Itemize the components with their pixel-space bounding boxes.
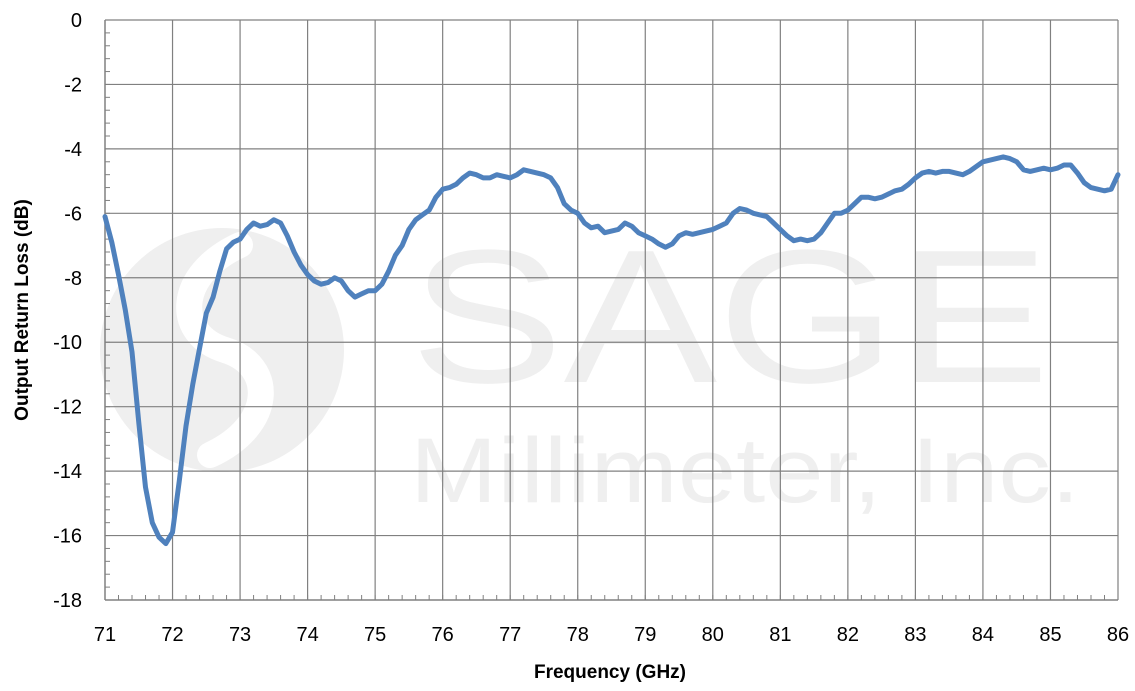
y-tick-label: -2 (64, 74, 82, 96)
x-tick-label: 73 (229, 624, 251, 646)
x-tick-label: 85 (1039, 624, 1061, 646)
x-axis-tick-labels: 71 72 73 74 75 76 77 78 79 80 81 82 83 84 85 86 (94, 624, 1129, 646)
y-tick-label: -18 (53, 590, 82, 612)
chart-grid (105, 19, 1119, 600)
series-line (102, 154, 1121, 547)
x-tick-label: 81 (769, 624, 791, 646)
y-tick-label: -8 (64, 268, 82, 290)
x-tick-label: 76 (432, 624, 454, 646)
y-tick-label: -10 (53, 332, 82, 354)
x-tick-label: 80 (702, 624, 724, 646)
x-tick-label: 86 (1107, 624, 1129, 646)
chart-axes (104, 20, 1118, 601)
x-tick-label: 83 (904, 624, 926, 646)
chart-series-layer (102, 154, 1121, 547)
y-tick-label: -16 (53, 526, 82, 548)
x-tick-label: 82 (837, 624, 859, 646)
x-tick-label: 78 (567, 624, 589, 646)
x-tick-label: 79 (634, 624, 656, 646)
watermark-logo-swoosh-icon (176, 232, 274, 468)
y-tick-label: -14 (53, 461, 82, 483)
watermark-brand: SAGE (410, 211, 1050, 423)
minor-ticks (104, 19, 1119, 601)
y-tick-label: -12 (53, 397, 82, 419)
y-axis-title: Output Return Loss (dB) (12, 199, 33, 421)
x-tick-label: 72 (161, 624, 183, 646)
y-tick-label: -4 (64, 139, 82, 161)
x-tick-label: 77 (499, 624, 521, 646)
x-axis-title: Frequency (GHz) (534, 662, 686, 683)
watermark: SAGE Millimeter, Inc. (100, 211, 1080, 522)
x-tick-label: 75 (364, 624, 386, 646)
x-tick-label: 71 (94, 624, 116, 646)
y-tick-label: -6 (64, 203, 82, 225)
y-axis-tick-labels: 0 -2 -4 -6 -8 -10 -12 -14 -16 -18 (53, 10, 82, 612)
x-tick-label: 84 (972, 624, 994, 646)
y-tick-label: 0 (71, 10, 82, 32)
x-tick-label: 74 (296, 624, 318, 646)
